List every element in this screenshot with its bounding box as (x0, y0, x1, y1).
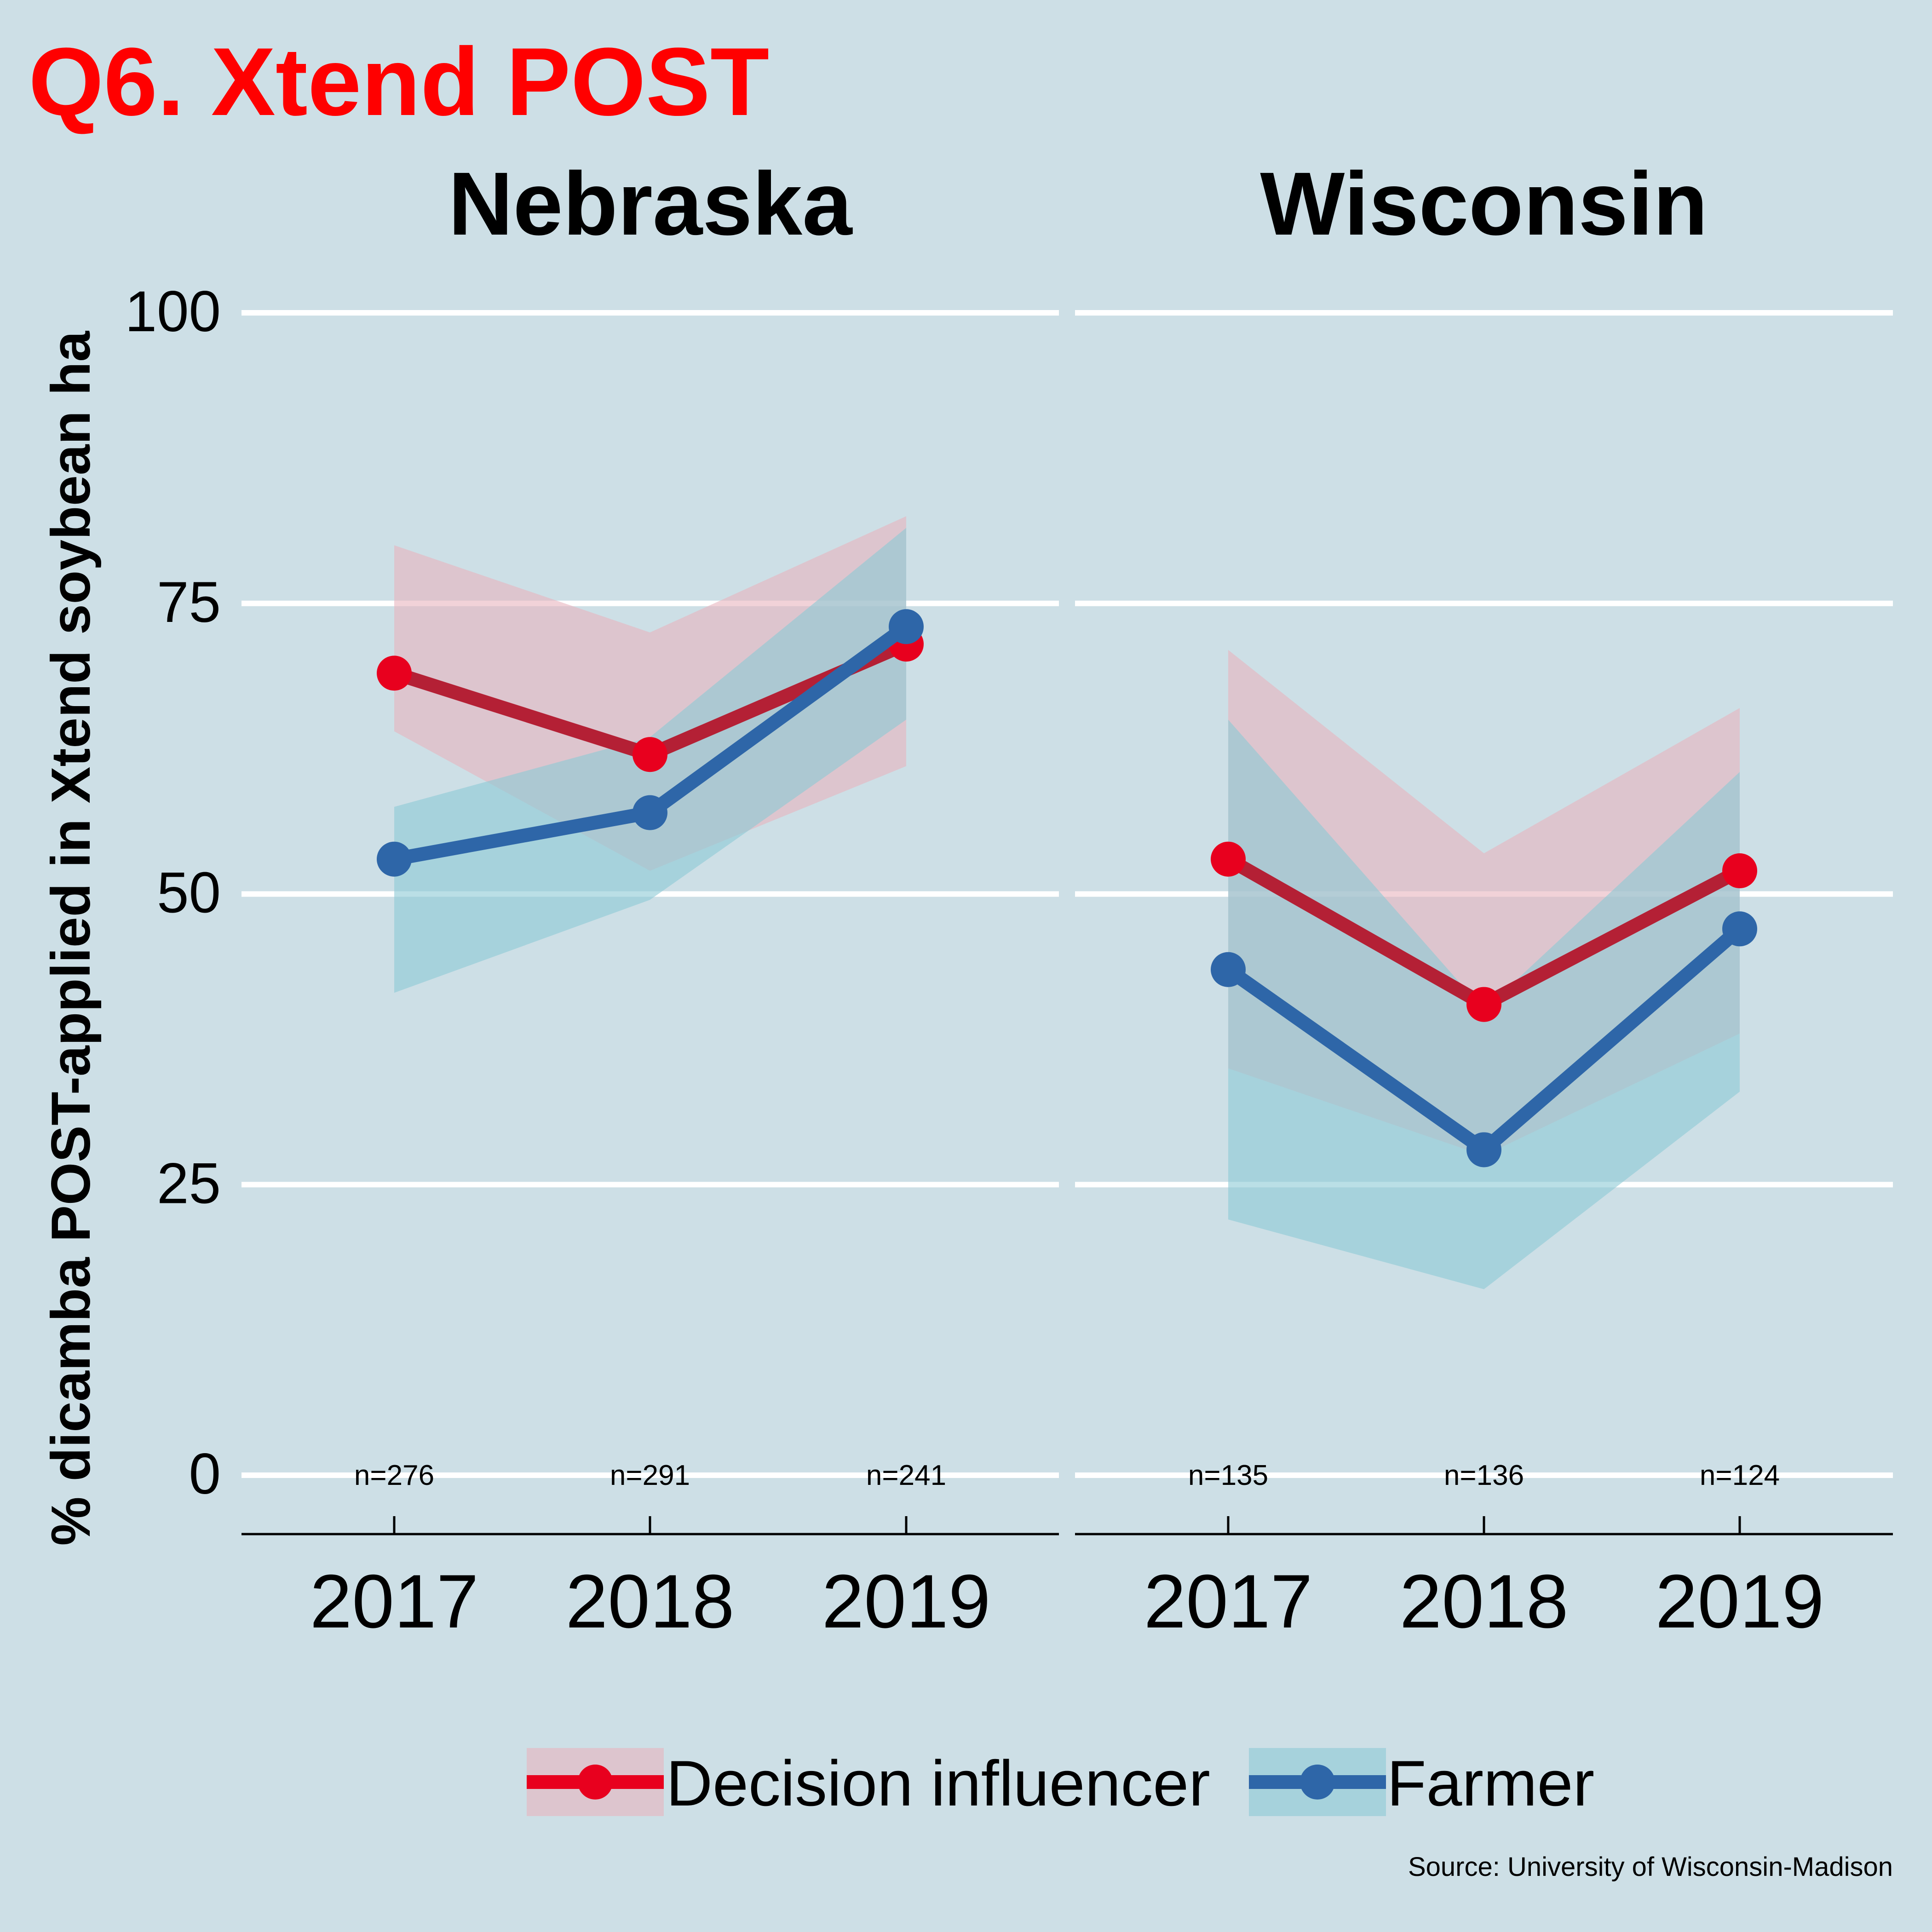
panel-wisconsin: Wisconsin 2017 n=135 2018 n=136 2019 n=124 (1075, 154, 1893, 1644)
x-tick-label: 2018 (565, 1559, 734, 1644)
chart-title: Q6. Xtend POST (29, 28, 769, 136)
data-point-farmer (632, 795, 667, 830)
y-axis-label: % dicamba POST-applied in Xtend soybean … (40, 330, 102, 1546)
y-tick-label: 75 (157, 570, 221, 634)
sample-size-label: n=291 (610, 1460, 690, 1491)
data-point-decision (632, 737, 667, 772)
panel-title: Wisconsin (1260, 154, 1708, 254)
y-tick-label: 50 (157, 861, 221, 925)
legend-label: Decision influencer (666, 1747, 1210, 1819)
panel-title: Nebraska (448, 154, 853, 254)
sample-size-label: n=136 (1444, 1460, 1524, 1491)
sample-size-label: n=124 (1700, 1460, 1780, 1491)
y-tick-label: 100 (125, 280, 221, 344)
panel-nebraska: Nebraska 2017 n=276 2018 n=291 2019 n=241 (242, 154, 1059, 1644)
data-point-farmer (1722, 911, 1757, 947)
data-point-decision (377, 656, 412, 691)
data-point-decision (1211, 841, 1246, 877)
legend-label: Farmer (1387, 1747, 1594, 1819)
sample-size-label: n=135 (1188, 1460, 1268, 1491)
source-note: Source: University of Wisconsin-Madison (1408, 1852, 1893, 1882)
data-point-decision (1722, 853, 1757, 888)
panels: 0 25 50 75 100 Nebraska 2017 n=276 2018 n=291 2019… (125, 154, 1893, 1644)
legend-swatch-point (1300, 1765, 1335, 1800)
x-tick-label: 2019 (1655, 1559, 1824, 1644)
legend-swatch-point (578, 1765, 613, 1800)
legend-item-farmer: Farmer (1249, 1747, 1594, 1819)
legend-item-decision: Decision influencer (527, 1747, 1210, 1819)
data-point-decision (1466, 987, 1501, 1022)
confidence-band-farmer (1228, 719, 1740, 1289)
x-tick-label: 2017 (1144, 1559, 1312, 1644)
data-point-farmer (377, 841, 412, 877)
y-tick-label: 25 (157, 1151, 221, 1215)
sample-size-label: n=241 (866, 1460, 946, 1491)
sample-size-label: n=276 (354, 1460, 434, 1491)
data-point-farmer (889, 609, 924, 644)
x-tick-label: 2017 (310, 1559, 478, 1644)
data-point-farmer (1466, 1132, 1501, 1167)
x-tick-label: 2018 (1399, 1559, 1568, 1644)
legend: Decision influencer Farmer (527, 1747, 1594, 1819)
x-tick-label: 2019 (822, 1559, 990, 1644)
data-point-farmer (1211, 952, 1246, 987)
y-tick-label: 0 (189, 1442, 221, 1506)
